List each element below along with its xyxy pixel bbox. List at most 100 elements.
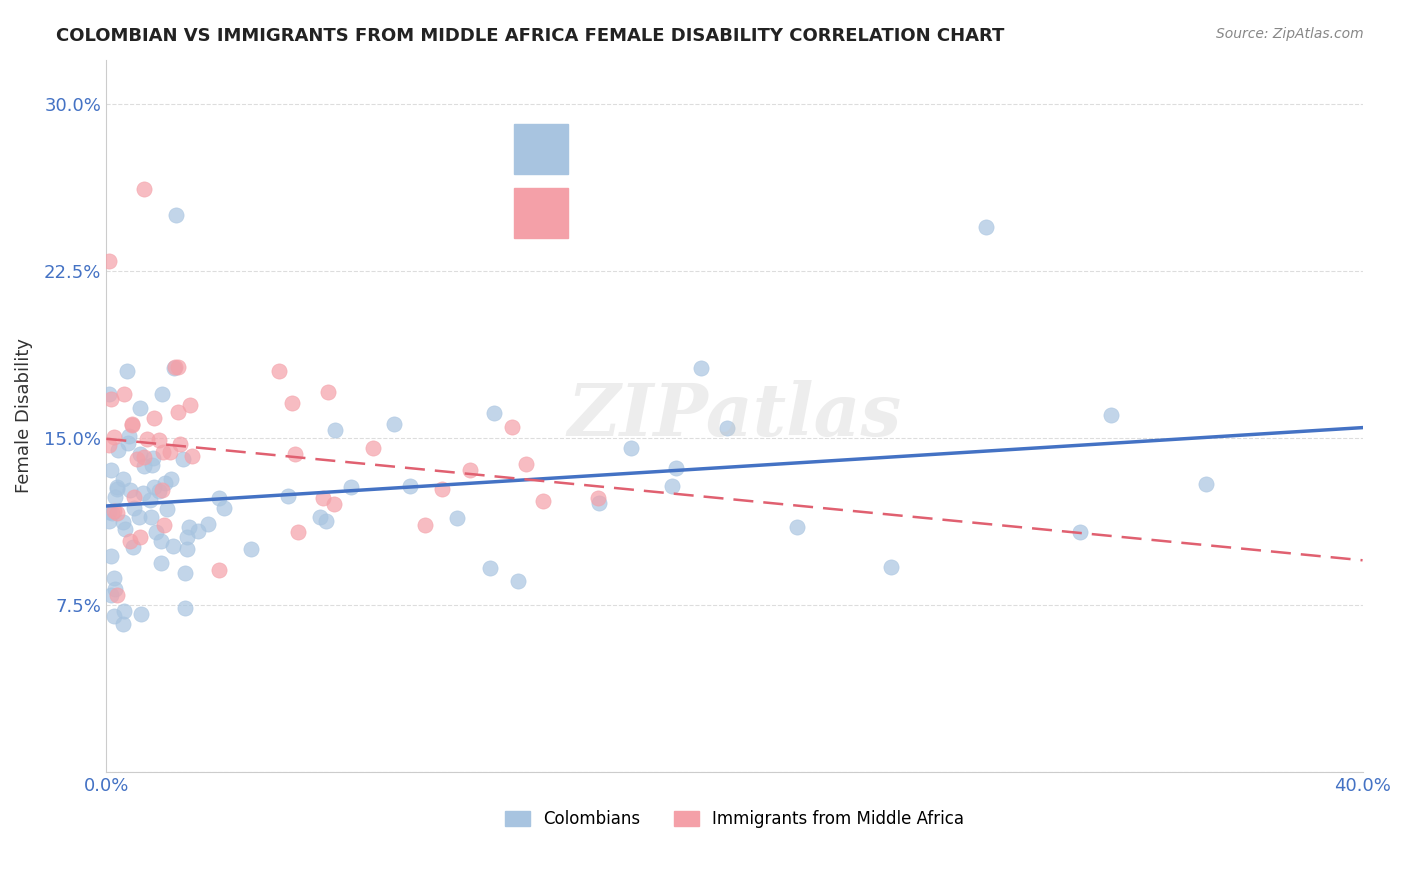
Point <box>212 500 235 515</box>
Point <box>112 472 135 486</box>
Point <box>167 405 190 419</box>
Point <box>399 478 422 492</box>
Point <box>382 417 405 432</box>
Point <box>98 437 121 451</box>
Point <box>132 450 155 465</box>
Point <box>129 401 152 415</box>
Point <box>118 429 141 443</box>
Point <box>105 482 128 496</box>
Point <box>363 441 385 455</box>
Point <box>100 463 122 477</box>
Point <box>460 463 482 477</box>
Point <box>132 485 155 500</box>
Point <box>105 480 128 494</box>
Point <box>122 490 145 504</box>
Point <box>316 384 339 399</box>
Point <box>506 574 529 588</box>
Point <box>150 387 173 401</box>
Point <box>239 542 262 557</box>
Point <box>100 588 122 602</box>
Point <box>165 360 187 375</box>
Point <box>478 560 501 574</box>
Point <box>163 360 186 375</box>
Point <box>1099 408 1122 422</box>
Point <box>117 436 139 450</box>
Point <box>145 524 167 539</box>
Point <box>114 522 136 536</box>
Point <box>121 418 143 433</box>
Point <box>515 458 537 472</box>
Point <box>208 491 231 506</box>
Point <box>132 458 155 473</box>
Point <box>665 460 688 475</box>
Point <box>148 433 170 447</box>
Point <box>501 419 523 434</box>
Text: ZIPatlas: ZIPatlas <box>568 380 901 451</box>
Point <box>148 484 170 499</box>
Y-axis label: Female Disability: Female Disability <box>15 338 32 493</box>
Point <box>128 509 150 524</box>
Point <box>152 445 174 459</box>
Point <box>150 533 173 548</box>
Point <box>323 423 346 437</box>
Point <box>179 520 201 534</box>
Point <box>323 497 346 511</box>
Point <box>165 209 187 223</box>
Point <box>482 406 505 420</box>
Point <box>340 480 363 494</box>
Point <box>287 525 309 540</box>
Point <box>121 417 143 431</box>
Point <box>127 452 149 467</box>
Point <box>104 490 127 504</box>
Point <box>115 364 138 378</box>
Text: Source: ZipAtlas.com: Source: ZipAtlas.com <box>1216 27 1364 41</box>
Point <box>101 506 124 520</box>
Point <box>150 483 173 498</box>
Point <box>103 504 125 518</box>
Point <box>162 539 184 553</box>
Point <box>620 441 643 455</box>
Point <box>104 582 127 596</box>
Point <box>179 398 201 412</box>
Point <box>143 410 166 425</box>
Point <box>167 359 190 374</box>
Legend: Colombians, Immigrants from Middle Africa: Colombians, Immigrants from Middle Afric… <box>498 804 970 835</box>
Point <box>142 480 165 494</box>
Point <box>149 556 172 570</box>
Point <box>122 501 145 516</box>
Point <box>197 517 219 532</box>
Point <box>107 506 129 520</box>
Point <box>174 601 197 615</box>
Point <box>267 364 290 378</box>
Point <box>153 517 176 532</box>
Point <box>690 360 713 375</box>
Point <box>277 489 299 503</box>
Point <box>208 563 231 577</box>
Point <box>118 534 141 549</box>
Point <box>588 496 610 510</box>
Point <box>129 447 152 461</box>
Point <box>132 182 155 196</box>
Point <box>446 510 468 524</box>
Point <box>312 491 335 505</box>
Point <box>309 510 332 524</box>
Point <box>586 491 609 506</box>
Point <box>98 254 121 268</box>
Point <box>181 449 204 463</box>
Point <box>432 483 454 497</box>
Point <box>280 396 302 410</box>
Text: COLOMBIAN VS IMMIGRANTS FROM MIDDLE AFRICA FEMALE DISABILITY CORRELATION CHART: COLOMBIAN VS IMMIGRANTS FROM MIDDLE AFRI… <box>56 27 1005 45</box>
Point <box>135 432 157 446</box>
Point <box>160 472 183 486</box>
Point <box>100 549 122 564</box>
Point <box>128 530 150 544</box>
Point <box>118 483 141 497</box>
Point <box>716 421 738 435</box>
Point <box>103 430 125 444</box>
Point <box>176 530 198 544</box>
Point <box>129 607 152 621</box>
Point <box>172 451 194 466</box>
Point <box>284 447 307 461</box>
Point <box>111 516 134 530</box>
Point <box>187 524 209 538</box>
